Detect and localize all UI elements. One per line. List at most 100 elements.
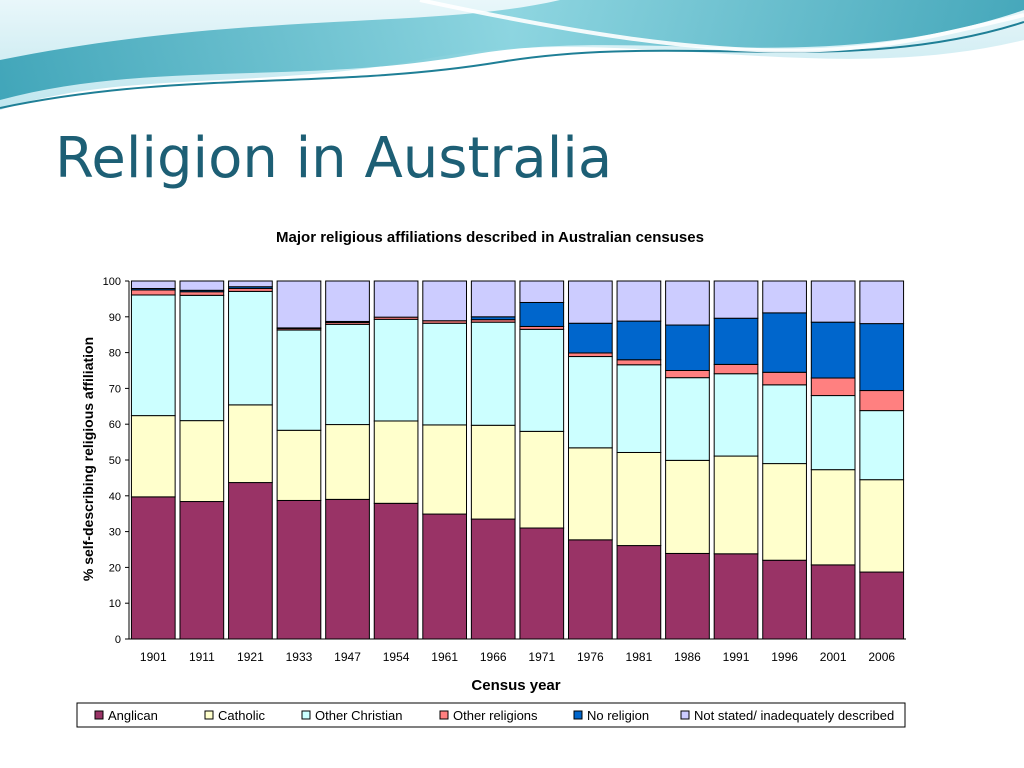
bar-segment-catholic-1961 <box>422 424 468 515</box>
bar-segment-other-christian-1947 <box>325 323 370 426</box>
x-tick-label: 1966 <box>480 650 507 664</box>
y-tick-label: 30 <box>109 527 121 539</box>
bar-segment-other-religions-1901 <box>130 289 176 296</box>
legend-label: Catholic <box>218 708 265 723</box>
bar-segment-other-christian-1961 <box>422 322 468 426</box>
x-tick-label: 1971 <box>528 650 555 664</box>
x-tick-label: 1976 <box>577 650 604 664</box>
bar-segment-catholic-1947 <box>325 424 370 500</box>
legend-swatch <box>301 710 311 720</box>
x-tick-label: 1947 <box>334 650 361 664</box>
x-tick-label: 2006 <box>868 650 895 664</box>
bar-segment-not-stated-inadequately-described-1921 <box>228 280 273 288</box>
bar-segment-no-religion-1996 <box>762 312 807 373</box>
bar-segment-other-religions-1991 <box>713 363 759 375</box>
y-tick-label: 80 <box>109 348 121 360</box>
bar-segment-other-christian-1901 <box>130 294 176 417</box>
y-tick-label: 70 <box>109 383 121 395</box>
bar-segment-catholic-1954 <box>373 420 419 504</box>
bar-segment-catholic-1981 <box>616 451 662 547</box>
bar-segment-other-christian-1991 <box>713 373 759 457</box>
bar-segment-anglican-1961 <box>422 513 468 640</box>
y-tick-label: 40 <box>109 491 121 503</box>
bar-segment-not-stated-inadequately-described-1933 <box>276 280 322 329</box>
bar-segment-not-stated-inadequately-described-1966 <box>470 280 516 318</box>
bar-segment-other-christian-2006 <box>859 410 905 481</box>
bar-segment-other-religions-1976 <box>567 352 613 358</box>
bar-segment-catholic-1921 <box>228 404 273 484</box>
x-tick-label: 1981 <box>626 650 653 664</box>
bar-segment-not-stated-inadequately-described-1911 <box>179 280 225 291</box>
y-tick-label: 10 <box>109 598 121 610</box>
bar-segment-other-christian-1954 <box>373 318 419 422</box>
chart-title: Major religious affiliations described i… <box>276 229 704 246</box>
bar-segment-anglican-2001 <box>810 564 856 640</box>
legend-label: Other Christian <box>315 708 402 723</box>
legend-label: Anglican <box>108 708 158 723</box>
x-tick-label: 1933 <box>286 650 313 664</box>
bar-segment-no-religion-2006 <box>859 323 905 392</box>
bar-segment-not-stated-inadequately-described-2006 <box>859 280 905 325</box>
bar-segment-not-stated-inadequately-described-1981 <box>616 280 662 322</box>
bar-segment-anglican-1911 <box>179 501 225 640</box>
bar-segment-anglican-1991 <box>713 553 759 640</box>
bar-segment-other-christian-1933 <box>276 329 322 431</box>
bar-segment-not-stated-inadequately-described-1961 <box>422 280 468 322</box>
bar-segment-catholic-1933 <box>276 429 322 501</box>
bar-segment-anglican-1981 <box>616 545 662 640</box>
bar-segment-no-religion-2001 <box>810 321 856 379</box>
bar-segment-other-religions-1981 <box>616 359 662 366</box>
x-tick-label: 1991 <box>723 650 750 664</box>
bar-segment-other-christian-1921 <box>228 290 273 406</box>
bar-segment-other-christian-1976 <box>567 356 613 449</box>
bar-segment-catholic-2001 <box>810 469 856 566</box>
bar-segment-other-christian-1981 <box>616 364 662 453</box>
legend-label: Other religions <box>453 708 538 723</box>
x-tick-label: 2001 <box>820 650 847 664</box>
x-tick-label: 1996 <box>771 650 798 664</box>
bar-segment-not-stated-inadequately-described-1986 <box>665 280 710 326</box>
x-tick-label: 1961 <box>431 650 458 664</box>
bar-segment-catholic-1976 <box>567 447 613 541</box>
bar-segment-other-religions-1986 <box>665 370 710 379</box>
bar-segment-not-stated-inadequately-described-1947 <box>325 280 370 322</box>
bar-segment-not-stated-inadequately-described-1901 <box>130 280 176 290</box>
stacked-bar-chart: Major religious affiliations described i… <box>76 229 906 728</box>
bar-segment-catholic-1901 <box>130 415 176 498</box>
bar-segment-anglican-1986 <box>665 552 710 640</box>
bar-segment-not-stated-inadequately-described-1954 <box>373 280 419 318</box>
bar-segment-anglican-1933 <box>276 499 322 640</box>
bar-segment-catholic-1971 <box>519 430 565 529</box>
chart-panel: Major religious affiliations described i… <box>63 210 918 736</box>
bar-segment-anglican-2006 <box>859 571 905 640</box>
x-axis-title: Census year <box>471 677 560 694</box>
bar-segment-not-stated-inadequately-described-1996 <box>762 280 807 314</box>
bar-segment-anglican-1971 <box>519 527 565 640</box>
x-tick-label: 1986 <box>674 650 701 664</box>
bar-segment-other-christian-1971 <box>519 328 565 432</box>
bar-segment-not-stated-inadequately-described-1991 <box>713 280 759 319</box>
bar-segment-no-religion-1991 <box>713 317 759 365</box>
y-tick-label: 50 <box>109 455 121 467</box>
bar-segment-anglican-1947 <box>325 498 370 640</box>
legend-swatch <box>680 710 690 720</box>
legend-label: No religion <box>587 708 649 723</box>
bar-segment-other-christian-1966 <box>470 321 516 426</box>
bar-segment-no-religion-1981 <box>616 320 662 361</box>
bar-segment-no-religion-1971 <box>519 301 565 327</box>
slide-title: Religion in Australia <box>55 126 613 191</box>
bar-segment-other-religions-2001 <box>810 377 856 397</box>
y-tick-label: 0 <box>115 634 121 646</box>
bar-segment-other-religions-2006 <box>859 390 905 412</box>
y-tick-label: 20 <box>109 562 121 574</box>
x-tick-label: 1901 <box>140 650 167 664</box>
bar-segment-other-christian-1996 <box>762 384 807 465</box>
bar-segment-anglican-1996 <box>762 559 807 640</box>
x-tick-label: 1921 <box>237 650 264 664</box>
legend-swatch <box>439 710 449 720</box>
bar-segment-other-christian-2001 <box>810 395 856 471</box>
legend-box <box>76 702 906 728</box>
bar-segment-not-stated-inadequately-described-2001 <box>810 280 856 323</box>
bar-segment-catholic-1986 <box>665 459 710 554</box>
